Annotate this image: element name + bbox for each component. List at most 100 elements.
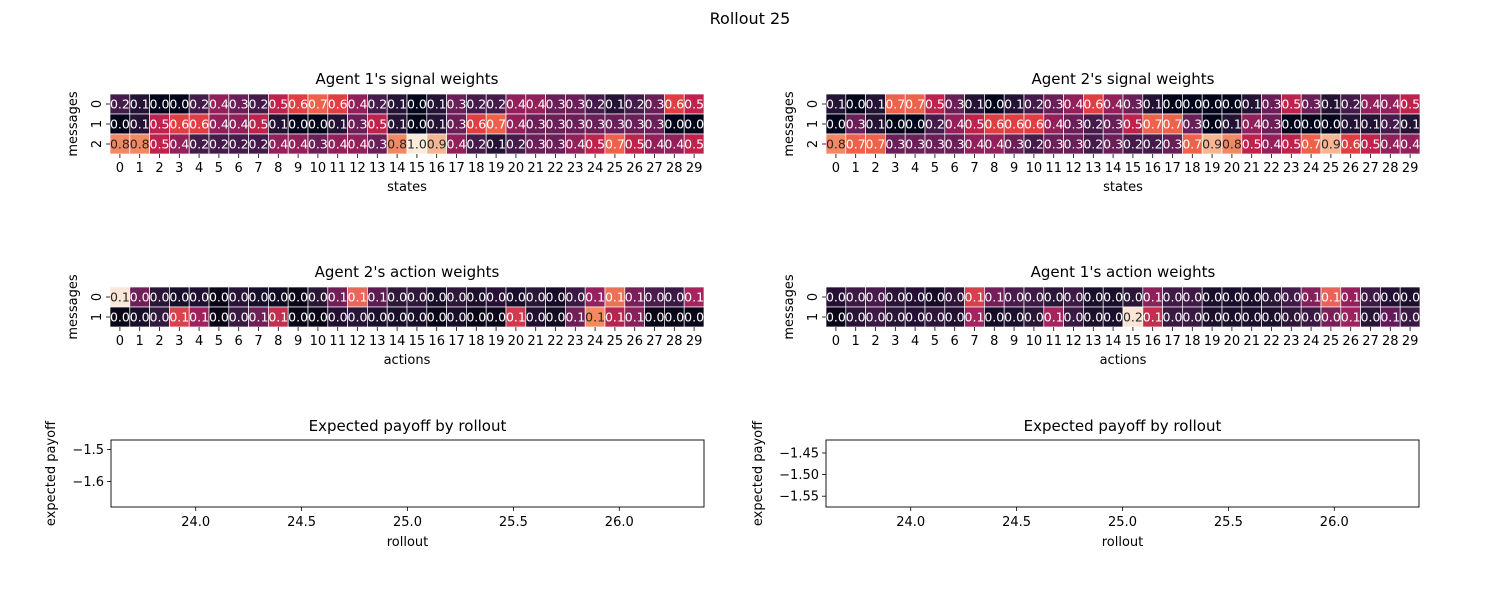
- cell-label: 0.7: [1163, 117, 1183, 132]
- y-tick-label: −1.45: [779, 446, 819, 461]
- cell-label: 0.3: [846, 117, 866, 132]
- x-tick-label: 20: [1224, 161, 1241, 176]
- x-tick-label: 16: [428, 334, 445, 349]
- cell-label: 0.1: [1400, 117, 1420, 132]
- cell-label: 0.1: [1341, 310, 1361, 325]
- cell-label: 0.5: [625, 137, 645, 152]
- x-tick-label: 15: [409, 334, 426, 349]
- cell-label: 0.6: [1341, 137, 1361, 152]
- cell-label: 0.1: [1341, 290, 1361, 305]
- cell-label: 0.7: [1182, 137, 1202, 152]
- cell-label: 0.3: [546, 117, 566, 132]
- x-tick-label: 8: [274, 334, 282, 349]
- cell-label: 0.0: [328, 310, 348, 325]
- cell-label: 0.0: [150, 97, 170, 112]
- cell-label: 0.5: [1281, 97, 1301, 112]
- cell-label: 0.4: [1103, 97, 1123, 112]
- cell-label: 0.0: [885, 310, 905, 325]
- cell-label: 0.1: [387, 97, 407, 112]
- cell-label: 0.1: [1044, 310, 1064, 325]
- cell-label: 0.0: [407, 97, 427, 112]
- x-tick-label: 6: [235, 161, 243, 176]
- cell-label: 0.1: [984, 290, 1004, 305]
- cell-label: 0.1: [565, 310, 585, 325]
- y-tick-label: 1: [806, 313, 821, 321]
- x-tick-label: 16: [1144, 334, 1161, 349]
- cell-label: 0.3: [308, 137, 328, 152]
- cell-label: 0.0: [1262, 290, 1282, 305]
- cell-label: 0.4: [268, 137, 288, 152]
- cell-label: 0.1: [866, 117, 886, 132]
- cell-label: 0.0: [506, 290, 526, 305]
- cell-label: 0.1: [684, 290, 704, 305]
- cell-label: 0.0: [466, 290, 486, 305]
- cell-label: 0.1: [427, 117, 447, 132]
- cell-label: 0.0: [150, 290, 170, 305]
- cell-label: 0.4: [447, 137, 467, 152]
- cell-label: 0.0: [1281, 310, 1301, 325]
- cell-label: 0.0: [846, 310, 866, 325]
- cell-label: 0.0: [1024, 310, 1044, 325]
- cell-label: 0.4: [328, 137, 348, 152]
- cell-label: 0.5: [1281, 137, 1301, 152]
- cell-label: 0.0: [645, 310, 665, 325]
- x-axis-label: actions: [1100, 353, 1147, 368]
- cell-label: 0.1: [1301, 290, 1321, 305]
- cell-label: 0.3: [625, 117, 645, 132]
- cell-label: 0.3: [1262, 117, 1282, 132]
- cell-label: 0.5: [268, 97, 288, 112]
- cell-label: 0.0: [1400, 290, 1420, 305]
- x-tick-label: 19: [488, 334, 505, 349]
- cell-label: 0.0: [645, 290, 665, 305]
- cell-label: 0.0: [1321, 310, 1341, 325]
- cell-label: 0.4: [526, 97, 546, 112]
- cell-label: 0.4: [209, 97, 229, 112]
- cell-label: 0.7: [1301, 137, 1321, 152]
- x-tick-label: 8: [990, 334, 998, 349]
- cell-label: 0.0: [1123, 290, 1143, 305]
- x-tick-label: 3: [175, 334, 183, 349]
- x-tick-label: 10: [1026, 161, 1043, 176]
- cell-label: 0.4: [1400, 137, 1420, 152]
- x-tick-label: 23: [1283, 334, 1300, 349]
- x-tick-label: 23: [567, 334, 584, 349]
- panel-title: Agent 1's action weights: [1031, 263, 1216, 281]
- x-tick-label: 4: [195, 161, 203, 176]
- x-tick-label: 18: [468, 161, 485, 176]
- panel-title: Agent 2's action weights: [315, 263, 500, 281]
- x-tick-label: 2: [871, 334, 879, 349]
- cell-label: 0.1: [486, 137, 506, 152]
- cell-label: 0.0: [826, 310, 846, 325]
- x-axis-label: states: [387, 180, 427, 195]
- cell-label: 0.0: [1044, 290, 1064, 305]
- cell-label: 0.7: [885, 97, 905, 112]
- cell-label: 0.3: [645, 97, 665, 112]
- x-tick-label: 6: [951, 334, 959, 349]
- cell-label: 0.4: [1044, 117, 1064, 132]
- cell-label: 0.3: [1064, 117, 1084, 132]
- cell-label: 0.1: [427, 97, 447, 112]
- cell-label: 0.3: [1004, 137, 1024, 152]
- y-tick-label: −1.5: [72, 443, 104, 458]
- x-tick-label: 15: [1125, 334, 1142, 349]
- cell-label: 0.0: [1083, 290, 1103, 305]
- x-tick-label: 25.0: [1108, 515, 1137, 530]
- panel-title: Expected payoff by rollout: [1024, 417, 1222, 435]
- x-tick-label: 23: [567, 161, 584, 176]
- cell-label: 0.0: [526, 310, 546, 325]
- x-tick-label: 11: [1045, 161, 1062, 176]
- cell-label: 0.0: [130, 290, 150, 305]
- cell-label: 0.1: [268, 310, 288, 325]
- x-tick-label: 24: [587, 334, 604, 349]
- cell-label: 0.4: [169, 137, 189, 152]
- cell-label: 0.0: [1202, 117, 1222, 132]
- x-tick-label: 5: [931, 161, 939, 176]
- x-tick-label: 26: [1342, 161, 1359, 176]
- cell-label: 0.0: [1064, 290, 1084, 305]
- x-tick-label: 11: [1045, 334, 1062, 349]
- cell-label: 0.0: [308, 117, 328, 132]
- cell-label: 0.2: [1143, 137, 1163, 152]
- cell-label: 0.6: [169, 117, 189, 132]
